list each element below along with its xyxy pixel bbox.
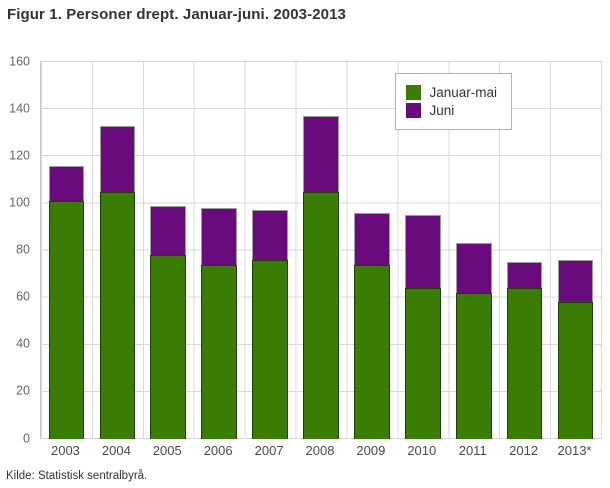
bar-segment-januar-mai-2003 [48,201,85,439]
bar-cell-2003 [41,62,92,439]
stacked-bar-2010 [404,62,441,439]
bar-segment-juni-2007 [252,210,288,260]
stacked-bar-2013 [557,62,594,439]
x-tick-label: 2011 [458,443,487,458]
x-tick-label: 2008 [305,443,335,458]
bar-segment-januar-mai-2010 [404,288,441,439]
bar-cell-2012 [499,62,550,439]
bar-segment-januar-mai-2009 [354,264,390,439]
y-tick-label: 120 [9,148,30,162]
x-tick-label: 2003 [50,443,80,458]
x-tick-label: 2007 [254,443,284,458]
bar-segment-januar-mai-2005 [150,255,187,439]
stacked-bar-2005 [150,62,187,439]
legend-label: Juni [429,103,455,118]
stacked-bar-2007 [252,62,288,439]
bar-segment-januar-mai-2011 [455,292,492,439]
stacked-bar-2012 [506,62,543,439]
bar-cell-2007 [245,62,296,439]
legend-item-juni[interactable]: Juni [406,103,497,118]
y-axis-labels: 0 20 40 60 80 100 120 140 160 [0,55,34,444]
bar-segment-januar-mai-2006 [201,264,237,439]
legend-label: Januar-mai [429,85,497,100]
bar-segment-juni-2008 [303,116,339,192]
bar-cell-2004 [92,62,143,439]
stacked-bar-2004 [99,62,136,439]
bar-segment-juni-2006 [201,208,237,265]
y-tick-label: 80 [16,242,30,257]
bar-cell-2010 [397,62,448,439]
stacked-bar-2003 [48,62,85,439]
y-tick-label: 100 [9,195,30,210]
y-tick-label: 0 [23,430,30,445]
stacked-bar-2008 [303,62,339,439]
bar-segment-juni-2005 [150,205,187,256]
legend: Januar-mai Juni [395,73,512,130]
x-tick-label: 2005 [152,443,182,458]
bar-cell-2011 [448,62,499,439]
bar-segment-januar-mai-2008 [303,191,339,439]
stacked-bar-2006 [201,62,237,439]
legend-swatch-icon [406,85,422,100]
y-tick-label: 60 [16,289,30,304]
bar-segment-januar-mai-2004 [99,191,136,439]
bar-cell-2009 [346,62,397,439]
bar-cell-2005 [143,62,194,439]
y-tick-label: 140 [9,100,30,115]
legend-item-januar-mai[interactable]: Januar-mai [406,85,497,100]
stacked-bar-2009 [354,62,390,439]
y-tick-label: 160 [9,53,30,68]
y-tick-label: 20 [16,383,30,398]
x-tick-label: 2012 [509,443,539,458]
plot-area: Januar-mai Juni [40,61,602,439]
bar-segment-juni-2013 [557,259,594,303]
x-tick-label: 2013* [557,443,592,458]
bar-segment-juni-2010 [404,215,441,289]
bar-segment-juni-2009 [354,212,390,265]
bar-cell-2006 [194,62,245,439]
bar-segment-juni-2012 [506,262,543,289]
y-tick-label: 40 [16,336,30,351]
bar-segment-januar-mai-2007 [252,259,288,439]
bar-series-container [41,62,601,439]
bar-segment-juni-2011 [455,243,492,293]
bar-cell-2013 [550,62,601,439]
x-tick-label: 2009 [356,443,386,458]
bar-segment-januar-mai-2013 [557,302,594,439]
bar-segment-juni-2003 [48,165,85,202]
bar-segment-januar-mai-2012 [506,288,543,439]
x-axis-labels: 2003 2004 2005 2006 2007 2008 2009 2010 2011 2012… [40,443,600,458]
bar-segment-juni-2004 [99,125,136,192]
chart-title: Figur 1. Personer drept. Januar-juni. 20… [7,6,346,23]
x-tick-label: 2006 [203,443,233,458]
source-note: Kilde: Statistisk sentralbyrå. [6,470,148,482]
x-tick-label: 2004 [101,443,131,458]
bar-cell-2008 [296,62,347,439]
stacked-bar-2011 [455,62,492,439]
x-tick-label: 2010 [407,443,437,458]
legend-swatch-icon [406,103,422,118]
